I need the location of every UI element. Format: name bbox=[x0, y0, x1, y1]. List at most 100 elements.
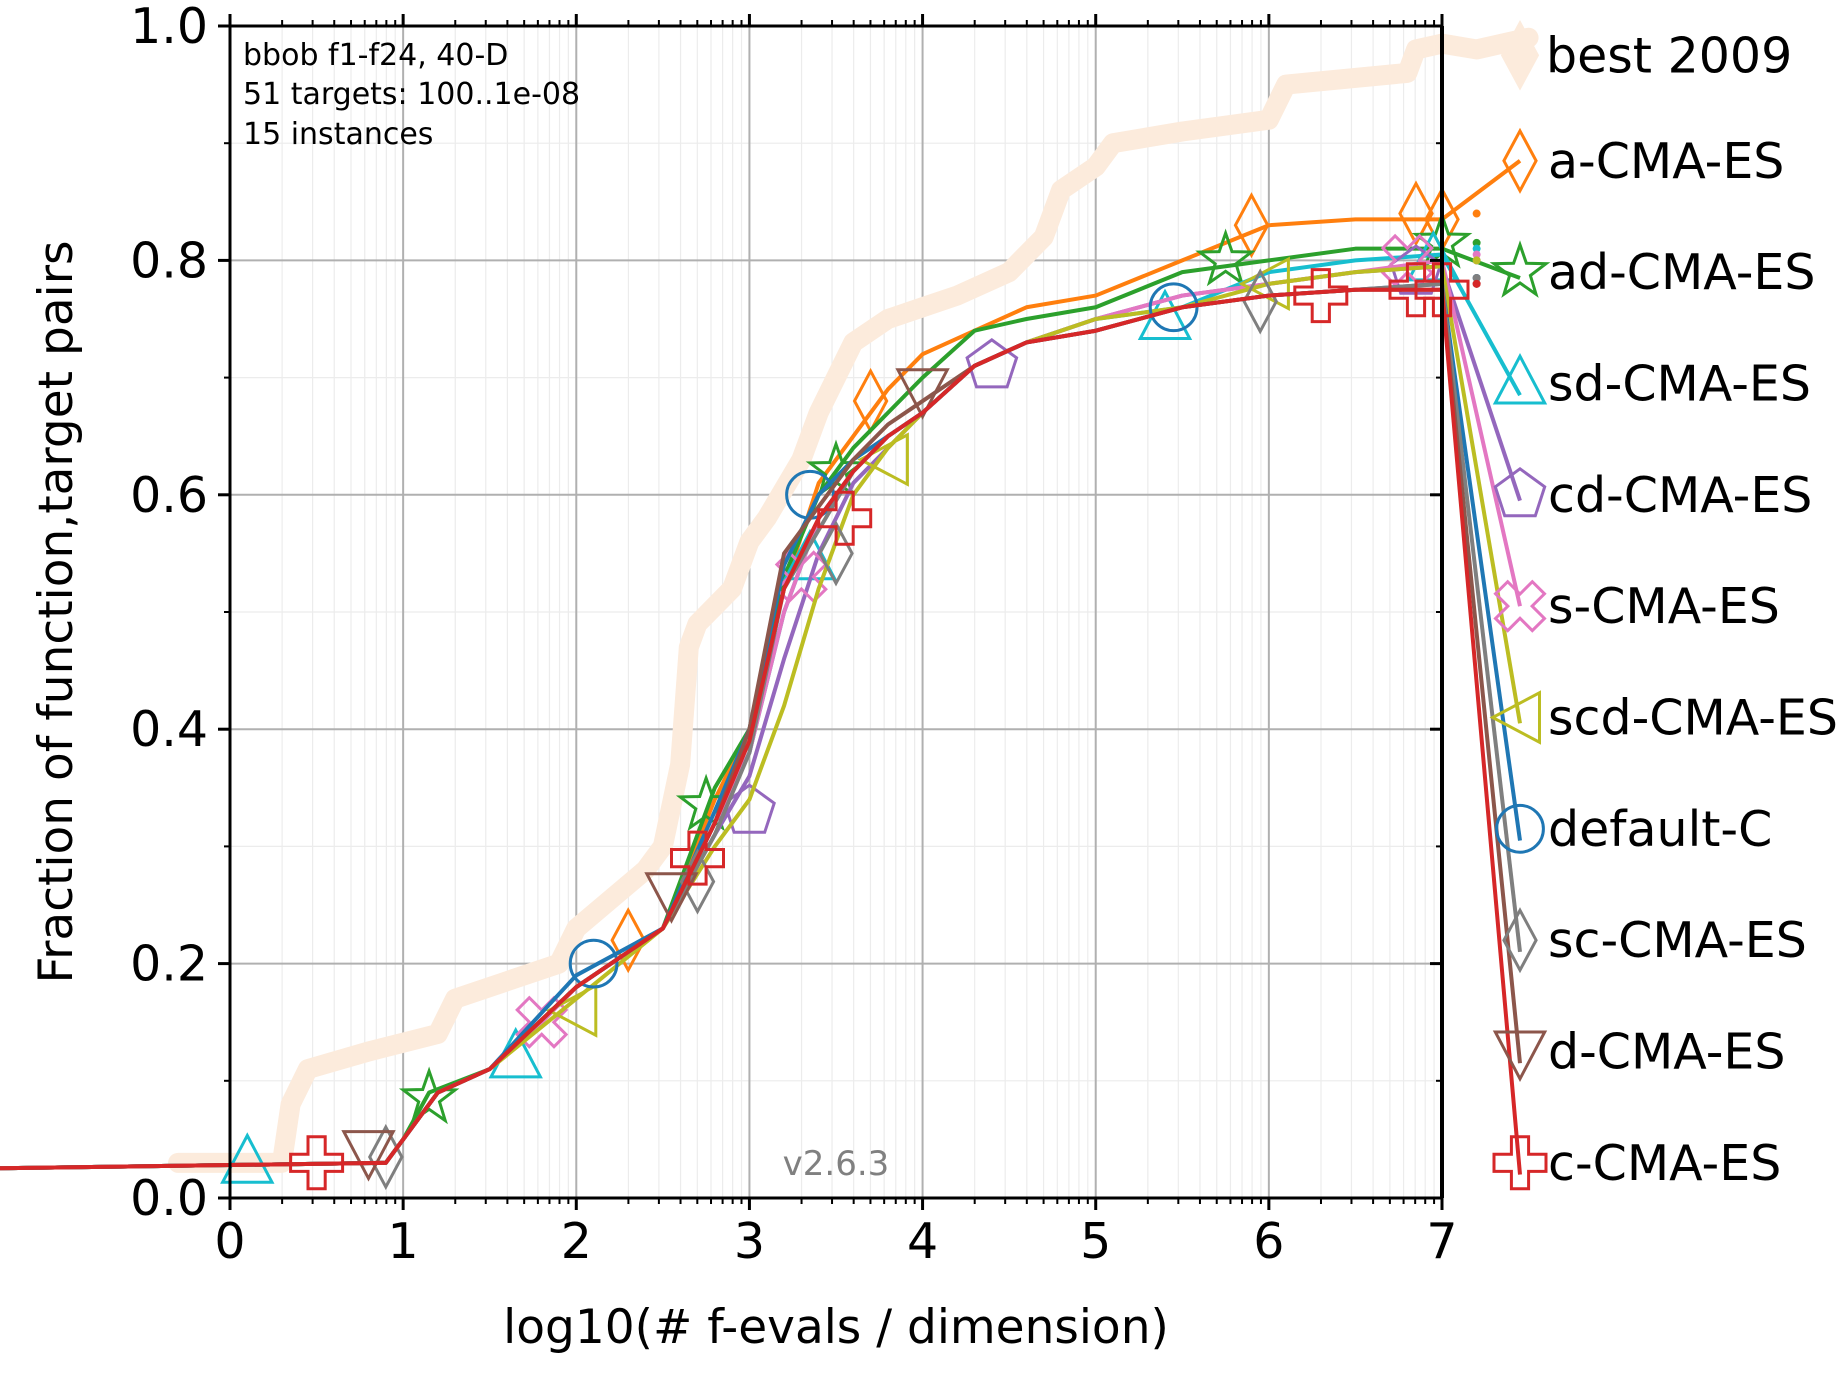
legend-entry-sd-CMA-ES: sd-CMA-ES bbox=[1492, 352, 1811, 412]
legend-marker bbox=[1492, 1030, 1548, 1083]
data-point-marker bbox=[857, 432, 909, 487]
legend-marker bbox=[1489, 240, 1551, 298]
data-point-marker bbox=[1233, 192, 1270, 259]
legend-label: c-CMA-ES bbox=[1548, 1135, 1781, 1192]
y-tick-label: 1.0 bbox=[130, 0, 208, 55]
legend-label: d-CMA-ES bbox=[1548, 1024, 1785, 1081]
grid bbox=[230, 26, 1442, 1198]
data-point-marker bbox=[220, 1132, 275, 1184]
series-connector bbox=[1440, 159, 1522, 221]
legend-label: best 2009 bbox=[1546, 27, 1792, 84]
legend-entry-c-CMA-ES: c-CMA-ES bbox=[1492, 1135, 1781, 1192]
data-point-marker bbox=[289, 1135, 345, 1191]
series-line bbox=[0, 264, 1443, 1171]
y-tick-label: 0.6 bbox=[130, 467, 208, 524]
data-point-marker bbox=[1195, 228, 1256, 287]
legend-label: default-C bbox=[1548, 801, 1772, 858]
series-end-dot bbox=[1472, 273, 1481, 282]
y-tick-label: 0.4 bbox=[130, 701, 208, 758]
legend-marker bbox=[1502, 127, 1538, 194]
series-line bbox=[0, 258, 1443, 1171]
x-tick-label: 0 bbox=[214, 1213, 245, 1270]
annotation-line-2: 51 targets: 100..1e-08 bbox=[243, 77, 580, 112]
legend-marker bbox=[1492, 1135, 1548, 1191]
data-point-marker bbox=[1398, 180, 1434, 247]
reference-layer bbox=[168, 27, 1539, 1173]
y-tick-label: 0.2 bbox=[130, 936, 208, 993]
data-point-marker bbox=[341, 1130, 396, 1182]
data-point-marker bbox=[644, 872, 699, 924]
legend-marker bbox=[1493, 466, 1547, 518]
series-end-dot bbox=[1472, 279, 1481, 288]
data-point-marker bbox=[1293, 268, 1349, 324]
legend-entry-s-CMA-ES: s-CMA-ES bbox=[1493, 578, 1780, 635]
reference-line bbox=[168, 27, 1539, 1173]
version-label: v2.6.3 bbox=[783, 1144, 890, 1184]
data-point-marker bbox=[1414, 262, 1470, 318]
legend-label: scd-CMA-ES bbox=[1548, 689, 1838, 746]
x-tick-label: 4 bbox=[907, 1213, 938, 1270]
series-line bbox=[0, 252, 1443, 1171]
x-tick-label: 2 bbox=[561, 1213, 592, 1270]
legend-marker bbox=[1489, 690, 1541, 745]
legend-entry-sc-CMA-ES: sc-CMA-ES bbox=[1502, 907, 1807, 974]
legend-entry-a-CMA-ES: a-CMA-ES bbox=[1502, 127, 1784, 194]
x-tick-label: 1 bbox=[388, 1213, 419, 1270]
series-connector bbox=[1440, 259, 1522, 607]
legend-marker bbox=[1495, 803, 1545, 854]
series-connector bbox=[1440, 265, 1522, 502]
data-point-marker bbox=[515, 995, 569, 1049]
legend-marker bbox=[1493, 579, 1547, 633]
data-point-marker bbox=[817, 490, 873, 546]
annotation-line-1: bbob f1-f24, 40-D bbox=[243, 38, 508, 73]
series-connector bbox=[1440, 265, 1522, 724]
series-line bbox=[0, 217, 1442, 1171]
y-tick-label: 0.8 bbox=[130, 232, 208, 289]
series-end-dot bbox=[1472, 244, 1481, 253]
legend-entry-best-2009: best 2009 bbox=[1500, 19, 1792, 91]
legend: best 2009 a-CMA-ES ad-CMA-ES sd-CMA-ES cd-CM… bbox=[1489, 19, 1838, 1192]
series-layer bbox=[0, 159, 1522, 1191]
data-point-marker bbox=[1242, 268, 1279, 335]
data-point-marker bbox=[568, 938, 619, 989]
series-line bbox=[0, 281, 1443, 1171]
series-end-dot bbox=[1472, 238, 1481, 247]
x-tick-label: 5 bbox=[1080, 1213, 1111, 1270]
legend-label: a-CMA-ES bbox=[1548, 133, 1784, 190]
legend-label: sd-CMA-ES bbox=[1548, 355, 1811, 412]
x-tick-label: 7 bbox=[1426, 1213, 1457, 1270]
x-tick-label: 6 bbox=[1253, 1213, 1284, 1270]
legend-entry-ad-CMA-ES: ad-CMA-ES bbox=[1489, 240, 1816, 301]
legend-label: ad-CMA-ES bbox=[1548, 244, 1816, 301]
series-a-CMA-ES bbox=[0, 159, 1522, 1171]
data-point-marker bbox=[679, 848, 716, 915]
data-point-marker bbox=[895, 368, 950, 420]
data-point-marker bbox=[488, 1026, 543, 1079]
series-end-dot bbox=[1472, 256, 1481, 265]
series-c-CMA-ES bbox=[0, 262, 1522, 1191]
data-point-marker bbox=[610, 907, 647, 974]
legend-label: cd-CMA-ES bbox=[1548, 467, 1812, 524]
series-end-dot bbox=[1472, 209, 1481, 218]
series-default-C bbox=[0, 273, 1522, 1171]
data-point-marker bbox=[670, 830, 725, 886]
series-connector bbox=[1440, 283, 1522, 953]
y-tick-label: 0.0 bbox=[130, 1170, 208, 1227]
legend-marker bbox=[1492, 352, 1548, 405]
data-point-marker bbox=[965, 338, 1019, 389]
ticks: 0 1 2 3 4 5 6 7 0.0 0.2 0.4 0.6 0.8 1.0 bbox=[130, 0, 1458, 1270]
data-point-marker bbox=[545, 983, 598, 1038]
legend-entry-scd-CMA-ES: scd-CMA-ES bbox=[1489, 689, 1838, 746]
series-line bbox=[0, 264, 1443, 1171]
legend-marker bbox=[1500, 19, 1540, 91]
legend-entry-d-CMA-ES: d-CMA-ES bbox=[1492, 1024, 1785, 1083]
y-axis-label: Fraction of function,target pairs bbox=[29, 240, 84, 983]
x-tick-label: 3 bbox=[734, 1213, 765, 1270]
legend-marker bbox=[1502, 907, 1538, 974]
series-line bbox=[0, 281, 1443, 1171]
x-axis-label: log10(# f-evals / dimension) bbox=[503, 1300, 1169, 1355]
series-line bbox=[0, 246, 1442, 1171]
legend-label: sc-CMA-ES bbox=[1548, 912, 1807, 969]
legend-entry-cd-CMA-ES: cd-CMA-ES bbox=[1493, 466, 1812, 524]
